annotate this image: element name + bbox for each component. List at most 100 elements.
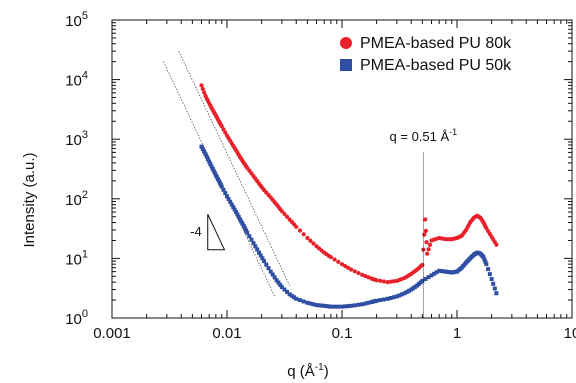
- data-point: [244, 228, 249, 233]
- data-point: [209, 164, 214, 169]
- data-point: [489, 277, 494, 282]
- data-point: [200, 86, 205, 92]
- data-point: [426, 247, 431, 252]
- data-point: [420, 278, 425, 283]
- data-point: [203, 152, 208, 157]
- legend: PMEA-based PU 80k PMEA-based PU 50k: [340, 35, 512, 74]
- x-axis-title: q (Å-1): [287, 362, 328, 380]
- data-point: [352, 269, 357, 274]
- data-point: [342, 263, 348, 269]
- data-point: [494, 242, 499, 247]
- data-point: [285, 289, 290, 294]
- data-point: [229, 202, 234, 207]
- data-point: [282, 287, 287, 292]
- data-point: [421, 247, 426, 252]
- data-point: [305, 235, 310, 241]
- series-layer: [199, 83, 499, 309]
- data-point: [211, 168, 216, 173]
- data-point: [245, 230, 250, 235]
- data-point: [423, 228, 429, 233]
- series-1: [199, 83, 499, 285]
- data-point: [352, 303, 357, 308]
- data-point: [253, 244, 258, 249]
- data-point: [289, 293, 294, 298]
- data-point: [374, 278, 379, 283]
- data-point: [297, 228, 303, 233]
- y-tick-exp: 5: [82, 10, 88, 22]
- data-point: [427, 242, 433, 247]
- data-point: [221, 127, 226, 132]
- data-point: [481, 255, 486, 260]
- data-point: [208, 162, 213, 167]
- data-point: [276, 280, 281, 285]
- data-point: [282, 211, 287, 217]
- data-point: [422, 232, 427, 237]
- reference-line: [178, 50, 290, 286]
- y-tick-label: 100: [65, 308, 88, 328]
- data-point: [374, 298, 379, 303]
- data-point: [301, 232, 306, 237]
- y-tick-base: 10: [65, 13, 82, 30]
- data-point: [397, 293, 402, 298]
- y-tick-base: 10: [65, 251, 82, 268]
- data-point: [381, 279, 387, 284]
- data-point: [297, 298, 302, 303]
- legend-marker: [340, 59, 352, 71]
- data-point: [360, 302, 365, 307]
- data-point: [494, 291, 499, 296]
- data-point: [225, 194, 229, 199]
- reference-lines: [163, 50, 290, 297]
- data-point: [487, 272, 492, 277]
- data-point: [349, 303, 354, 308]
- data-point: [235, 212, 240, 217]
- data-point: [356, 270, 361, 276]
- data-point: [258, 253, 263, 258]
- data-point: [343, 304, 348, 309]
- data-point: [328, 304, 333, 309]
- data-point: [400, 292, 405, 297]
- data-point: [404, 290, 409, 295]
- data-point: [231, 205, 236, 210]
- data-point: [199, 83, 204, 88]
- data-point: [423, 217, 428, 222]
- data-point: [423, 277, 428, 282]
- vline-label: q = 0.51 Å-1: [390, 127, 458, 144]
- data-point: [326, 304, 331, 309]
- data-point: [270, 272, 275, 277]
- y-tick-label: 105: [65, 10, 88, 30]
- data-point: [319, 303, 324, 308]
- data-point: [426, 275, 431, 280]
- data-point: [257, 250, 262, 255]
- data-point: [311, 302, 316, 307]
- slope-marker: -4: [190, 214, 226, 251]
- data-point: [210, 166, 215, 171]
- data-point: [429, 273, 434, 278]
- data-point: [486, 267, 491, 272]
- data-point: [207, 159, 212, 164]
- legend-label: PMEA-based PU 50k: [360, 57, 512, 74]
- data-point: [434, 270, 439, 275]
- data-point: [200, 147, 205, 152]
- legend-label: PMEA-based PU 80k: [360, 35, 512, 52]
- y-axis-title: Intensity (a.u.): [21, 152, 38, 247]
- data-point: [322, 303, 327, 308]
- data-point: [483, 259, 488, 264]
- data-point: [391, 295, 396, 300]
- data-point: [336, 259, 341, 264]
- data-point: [223, 130, 228, 135]
- data-point: [332, 257, 337, 262]
- y-tick-base: 10: [65, 311, 82, 328]
- data-point: [240, 221, 245, 226]
- data-point: [260, 256, 265, 261]
- data-point: [238, 217, 243, 222]
- vline-label-sup: -1: [449, 127, 457, 137]
- data-point: [279, 285, 284, 290]
- data-point: [339, 262, 345, 267]
- y-tick-exp: 0: [82, 308, 88, 320]
- data-point: [232, 207, 237, 212]
- data-point: [268, 269, 273, 274]
- data-point: [340, 304, 344, 309]
- data-point: [278, 282, 283, 287]
